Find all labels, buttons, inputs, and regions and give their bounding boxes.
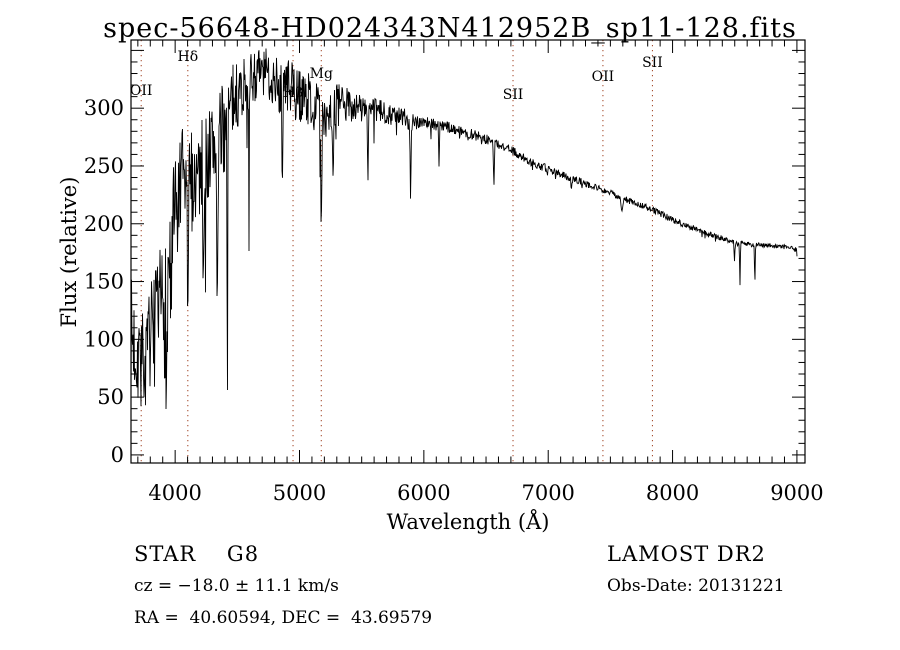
y-tick-label: 50 — [97, 385, 124, 409]
x-tick-label: 6000 — [397, 481, 450, 505]
y-tick-label: 150 — [84, 270, 124, 294]
spectrum-line — [130, 48, 798, 410]
x-tick-label: 7000 — [521, 481, 574, 505]
plot-frame — [130, 39, 806, 464]
object-class-text: STAR G8 — [134, 542, 260, 566]
x-tick-label: 4000 — [148, 481, 201, 505]
x-tick-label: 8000 — [646, 481, 699, 505]
line-marker-label: SII — [642, 55, 663, 71]
survey-release-text: LAMOST DR2 — [607, 542, 766, 566]
line-marker-label: OII — [592, 69, 615, 85]
x-tick-label: 9000 — [770, 481, 823, 505]
y-tick-label: 100 — [84, 327, 124, 351]
line-markers-layer — [140, 40, 653, 463]
y-tick-label: 0 — [111, 443, 124, 467]
y-tick-label: 200 — [84, 212, 124, 236]
axes-layer: 4000 5000 6000 7000 8000 9000 0 50 100 150 200 250 3… — [84, 39, 824, 505]
line-marker-label: SII — [503, 87, 524, 103]
obs-date-text: Obs-Date: 20131221 — [607, 576, 785, 596]
line-marker-label: Mg — [310, 66, 333, 82]
x-axis-label: Wavelength (Å) — [387, 509, 550, 534]
page-title: spec-56648-HD024343N412952B_sp11-128.fit… — [103, 13, 797, 44]
x-tick-label: 5000 — [273, 481, 326, 505]
radial-velocity-text: cz = −18.0 ± 11.1 km/s — [134, 576, 339, 596]
line-marker-label: OII — [130, 83, 153, 99]
y-tick-label: 250 — [84, 154, 124, 178]
y-axis-label: Flux (relative) — [57, 177, 81, 328]
line-marker-label: Hδ — [178, 49, 199, 65]
spectrum-layer — [130, 48, 798, 410]
y-tick-label: 300 — [84, 96, 124, 120]
ra-dec-text: RA = 40.60594, DEC = 43.69579 — [134, 608, 433, 628]
